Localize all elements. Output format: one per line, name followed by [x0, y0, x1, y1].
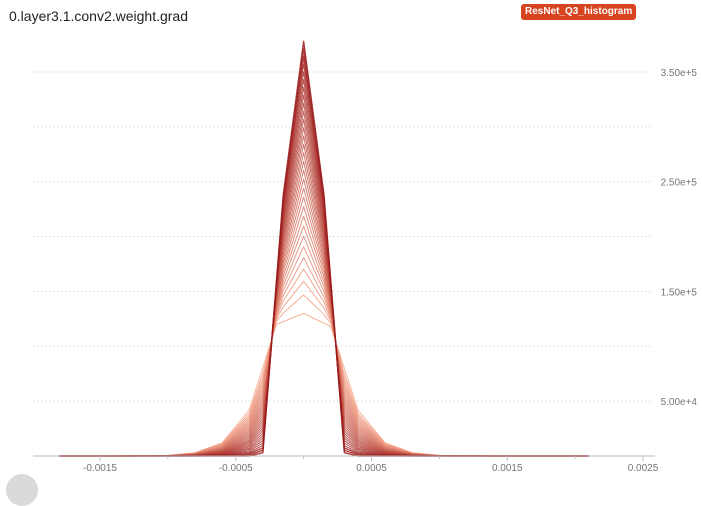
- series-layer: [59, 40, 589, 457]
- x-tick-label: 0.0005: [356, 463, 387, 474]
- x-tick-label: 0.0025: [628, 463, 659, 474]
- y-tick-label: 5.00e+4: [661, 397, 698, 408]
- y-tick-label: 3.50e+5: [661, 68, 698, 79]
- y-tick-label: 2.50e+5: [661, 178, 698, 189]
- x-tick-label: -0.0015: [83, 463, 117, 474]
- y-axis: 5.00e+4 1.50e+5 2.50e+5 3.50e+5: [661, 68, 698, 408]
- histogram-step-line: [59, 94, 589, 457]
- x-tick-label: 0.0015: [492, 463, 523, 474]
- histogram-step-line: [59, 312, 589, 457]
- chart-title: 0.layer3.1.conv2.weight.grad: [9, 8, 188, 24]
- run-badge[interactable]: ResNet_Q3_histogram: [521, 4, 637, 20]
- avatar[interactable]: [6, 474, 38, 506]
- x-axis: -0.0015 -0.0005 0.0005 0.0015 0.0025: [33, 455, 659, 474]
- y-tick-label: 1.50e+5: [661, 287, 698, 298]
- histogram-chart: -0.0015 -0.0005 0.0005 0.0015 0.0025 5.00e+4…: [33, 40, 698, 474]
- histogram-step-line: [59, 294, 589, 457]
- histogram-step-line: [59, 280, 589, 457]
- grid-lines: [33, 71, 650, 402]
- x-tick-label: -0.0005: [219, 463, 253, 474]
